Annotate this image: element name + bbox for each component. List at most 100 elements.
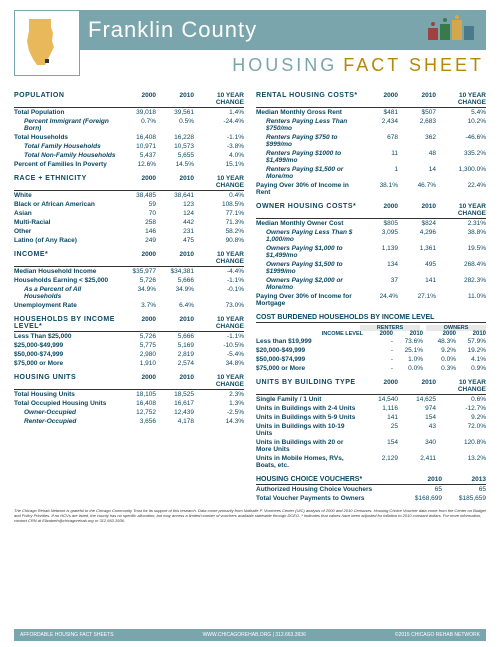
val-y2: 475 [156, 237, 194, 244]
data-row: $25,000-$49,999 5,775 5,169 -10.5% [14, 341, 244, 350]
val-change: 19.5% [436, 245, 486, 259]
row-label: Latino (of Any Race) [14, 237, 118, 244]
col-y1: 2000 [118, 92, 156, 106]
cb-label: Less than $19,999 [256, 338, 363, 345]
data-row: Owners Paying $1,500 to $1999/mo 134 495… [256, 260, 486, 276]
val-change: 5.4% [436, 109, 486, 116]
section-title: RACE + ETHNICITY [14, 175, 118, 189]
val-y1: 2,129 [360, 455, 398, 469]
cb-row: $75,000 or More - 0.0% 0.3% 0.9% [256, 364, 486, 373]
cb-label: $75,000 or More [256, 365, 363, 372]
data-row: Median Monthly Gross Rent $481 $507 5.4% [256, 108, 486, 117]
cb-val: 9.2% [426, 347, 456, 354]
val-y1: 146 [118, 228, 156, 235]
col-y2: 2010 [398, 379, 436, 393]
val-y1: 18,105 [118, 391, 156, 398]
cb-row: Less than $19,999 - 73.6% 48.3% 57.9% [256, 337, 486, 346]
val-y2: 5,169 [156, 342, 194, 349]
val-y2: 362 [398, 134, 436, 148]
footer-left: AFFORDABLE HOUSING FACT SHEETS [20, 632, 114, 638]
row-label: Owners Paying $2,000 or More/mo [256, 277, 360, 291]
data-row: $50,000-$74,999 2,980 2,819 -5.4% [14, 350, 244, 359]
val-change: 11.0% [436, 293, 486, 307]
val-y2: 2,819 [156, 351, 194, 358]
row-label: As a Percent of All Households [14, 286, 118, 300]
row-label: Total Population [14, 109, 118, 116]
val-y1: 12.6% [118, 161, 156, 168]
cb-val: 4.1% [456, 356, 486, 363]
cb-val: 48.3% [426, 338, 456, 345]
cb-label: $20,000-$49,999 [256, 347, 363, 354]
data-row: Multi-Racial 258 442 71.3% [14, 218, 244, 227]
data-row: Other 146 231 58.2% [14, 227, 244, 236]
row-label: Total Family Households [14, 143, 118, 150]
cb-cols: INCOME LEVEL 2000 2010 2000 2010 [256, 331, 486, 337]
val-y2: 43 [398, 423, 436, 437]
cb-val: - [363, 347, 393, 354]
col-y1: 2010 [398, 476, 442, 483]
val-y2: 5,666 [156, 277, 194, 284]
data-row: Unemployment Rate 3.7% 6.4% 73.0% [14, 301, 244, 310]
cb-val: 0.0% [426, 356, 456, 363]
data-row: Renter-Occupied 3,656 4,178 14.3% [14, 417, 244, 426]
val-change: -4.4% [194, 268, 244, 275]
val-y2: 14 [398, 166, 436, 180]
state-map-box [14, 10, 80, 76]
val-y2: 442 [156, 219, 194, 226]
val-y2: 16,617 [156, 400, 194, 407]
row-label: Total Housing Units [14, 391, 118, 398]
footer-right: ©2015 CHICAGO REHAB NETWORK [395, 632, 480, 638]
data-row: Total Households 16,408 16,228 -1.1% [14, 133, 244, 142]
row-label: Renters Paying $1000 to $1,499/mo [256, 150, 360, 164]
val-y1: 154 [360, 439, 398, 453]
cb-val: 25.1% [393, 347, 423, 354]
col-y2: 2010 [156, 175, 194, 189]
val-y1: 3,095 [360, 229, 398, 243]
col-y1: 2000 [360, 92, 398, 106]
row-label: Owners Paying $1,000 to $1,499/mo [256, 245, 360, 259]
val-y1: 16,408 [118, 400, 156, 407]
val-y2: 4,296 [398, 229, 436, 243]
cb-val: 57.9% [456, 338, 486, 345]
data-row: Owners Paying Less Than $ 1,000/mo 3,095… [256, 228, 486, 244]
val-y2: 12,439 [156, 409, 194, 416]
income-header: INCOME* 2000 2010 10 YEAR CHANGE [14, 251, 244, 267]
val-change: 10.2% [436, 118, 486, 132]
page: Franklin County HOUSING FACT SHEET POPUL… [0, 0, 500, 647]
val-y2: 14.5% [156, 161, 194, 168]
section-title: OWNER HOUSING COSTS* [256, 203, 360, 217]
income-level-label: INCOME LEVEL [256, 331, 363, 337]
val-y2: 154 [398, 414, 436, 421]
val-a: $168,699 [398, 495, 442, 502]
val-y1: $35,977 [118, 268, 156, 275]
illinois-icon [23, 17, 57, 67]
section-title: POPULATION [14, 92, 118, 106]
right-column: RENTAL HOUSING COSTS* 2000 2010 10 YEAR … [256, 86, 486, 503]
cb-col: 2010 [393, 331, 423, 337]
val-change: 9.2% [436, 414, 486, 421]
val-y2: 16,228 [156, 134, 194, 141]
row-label: Unemployment Rate [14, 302, 118, 309]
row-label: Multi-Racial [14, 219, 118, 226]
val-y1: 59 [118, 201, 156, 208]
val-y1: 5,437 [118, 152, 156, 159]
data-row: Less Than $25,000 5,726 5,666 -1.1% [14, 332, 244, 341]
val-y2: 2,683 [398, 118, 436, 132]
data-row: Units in Buildings with 10-19 Units 25 4… [256, 422, 486, 438]
val-y1: 3.7% [118, 302, 156, 309]
data-row: $75,000 or More 1,910 2,574 34.8% [14, 359, 244, 368]
cb-row: $20,000-$49,999 - 25.1% 9.2% 19.2% [256, 346, 486, 355]
val-change: -3.8% [194, 143, 244, 150]
val-y1: 1,139 [360, 245, 398, 259]
val-change: 2.31% [436, 220, 486, 227]
cb-col: 2000 [363, 331, 393, 337]
val-change: 0.6% [436, 396, 486, 403]
col-change: 10 YEAR CHANGE [436, 92, 486, 106]
col-change: 10 YEAR CHANGE [436, 379, 486, 393]
val-y2: 18,525 [156, 391, 194, 398]
val-change: -1.1% [194, 333, 244, 340]
row-label: Owners Paying Less Than $ 1,000/mo [256, 229, 360, 243]
val-y2: 10,573 [156, 143, 194, 150]
section-title: HOUSING CHOICE VOUCHERS* [256, 476, 398, 483]
col-y2: 2010 [398, 92, 436, 106]
